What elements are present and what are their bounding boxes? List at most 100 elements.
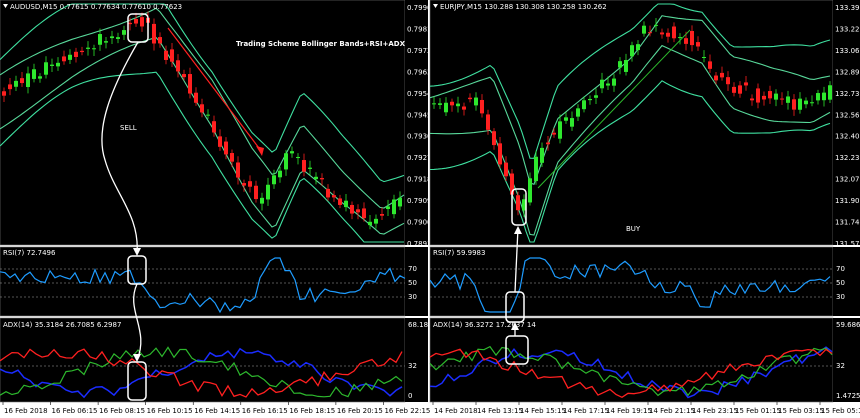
candle — [486, 114, 490, 130]
candle — [816, 93, 820, 101]
candle — [266, 184, 270, 200]
candle — [714, 75, 718, 81]
candle — [50, 64, 54, 66]
rsi-tick-label: 70 — [408, 265, 417, 273]
candle — [468, 97, 472, 100]
candle — [350, 204, 354, 214]
candle — [444, 102, 448, 113]
bollinger-band — [429, 44, 831, 236]
candle — [248, 181, 252, 187]
sell-connector — [132, 283, 142, 361]
candle — [392, 199, 396, 215]
candle — [756, 88, 760, 103]
price-tick-label: 0.79810 — [407, 25, 436, 33]
time-label: 16 Feb 16:15 — [242, 407, 288, 415]
rsi-area — [0, 246, 406, 317]
candle — [684, 38, 688, 44]
rsi-line — [429, 257, 831, 313]
rsi-line — [0, 257, 406, 314]
adx-line — [0, 347, 403, 399]
candle — [212, 121, 216, 133]
candle — [648, 32, 652, 34]
candle — [456, 103, 460, 107]
candle — [594, 95, 598, 98]
candle — [68, 54, 72, 60]
sell-label: SELL — [120, 124, 137, 132]
candle — [600, 79, 604, 89]
main-area — [429, 0, 834, 246]
bollinger-band — [429, 80, 831, 243]
candle — [158, 37, 162, 44]
rsi-header: RSI(7) 59.9983 — [433, 249, 485, 257]
candle — [654, 24, 658, 26]
candle — [432, 103, 436, 105]
candle — [44, 62, 48, 75]
adx-tick-label: 0 — [408, 392, 412, 400]
price-tick-label: 0.79720 — [407, 47, 436, 55]
candle — [278, 170, 282, 178]
buy-label: BUY — [626, 225, 641, 233]
rsi-tick-label: 30 — [408, 293, 417, 301]
candle — [104, 41, 108, 43]
bollinger-band — [0, 71, 404, 243]
price-tick-label: 0.78910 — [407, 240, 436, 248]
bollinger-band — [429, 3, 831, 159]
price-tick-label: 0.79270 — [407, 154, 436, 162]
time-label: 14 Feb 23:15 — [692, 407, 738, 415]
price-tick-label: 132.070 — [835, 176, 860, 184]
candle — [74, 51, 78, 57]
time-label: 16 Feb 18:15 — [289, 407, 335, 415]
sell-connector — [101, 41, 139, 255]
price-tick-label: 0.79000 — [407, 219, 436, 227]
candle — [606, 83, 610, 86]
candle — [828, 85, 832, 100]
price-tick-label: 0.79900 — [407, 4, 436, 12]
adx-tick-label: 68.1817 — [408, 321, 437, 329]
adx-line — [429, 348, 833, 399]
time-label: 14 Feb 17:15 — [563, 407, 609, 415]
candle — [38, 76, 42, 79]
price-tick-label: 132.565 — [835, 111, 860, 119]
candle — [56, 62, 60, 67]
candle — [32, 69, 36, 79]
candle — [224, 141, 228, 155]
candle — [320, 178, 324, 180]
candle — [8, 84, 12, 90]
buy-connector — [514, 227, 519, 293]
candle — [14, 80, 18, 87]
adx-tick-label: 1.4725 — [836, 392, 860, 400]
candle — [570, 118, 574, 127]
candle — [450, 101, 454, 106]
rsi-axis — [405, 247, 428, 316]
candle — [618, 61, 622, 68]
candle — [98, 34, 102, 45]
candle — [242, 183, 246, 186]
rsi-axis — [833, 247, 860, 316]
candle — [630, 45, 634, 57]
candle — [738, 85, 742, 94]
bollinger-band — [429, 15, 831, 186]
adx-tick-label: 32 — [836, 362, 845, 370]
highlight-box — [505, 335, 529, 365]
candle — [128, 22, 132, 25]
candle — [254, 185, 258, 200]
price-tick-label: 131.575 — [835, 240, 860, 248]
rsi-area — [429, 246, 834, 317]
candle — [206, 114, 210, 116]
adx-axis — [833, 318, 860, 402]
candle — [386, 206, 390, 210]
price-tick-label: 133.060 — [835, 47, 860, 55]
candle — [702, 57, 706, 59]
candle — [380, 214, 384, 216]
candle — [356, 209, 360, 213]
adx-header: ADX(14) 36.3272 17.2637 14 — [433, 321, 536, 329]
adx-line — [0, 346, 403, 398]
adx-axis — [405, 318, 428, 402]
candle — [798, 98, 802, 110]
candle — [540, 147, 544, 163]
candle — [152, 23, 156, 44]
candle — [362, 208, 366, 219]
main-header: EURJPY,M15 130.288 130.308 130.258 130.2… — [440, 3, 607, 11]
header-triangle — [3, 4, 8, 8]
